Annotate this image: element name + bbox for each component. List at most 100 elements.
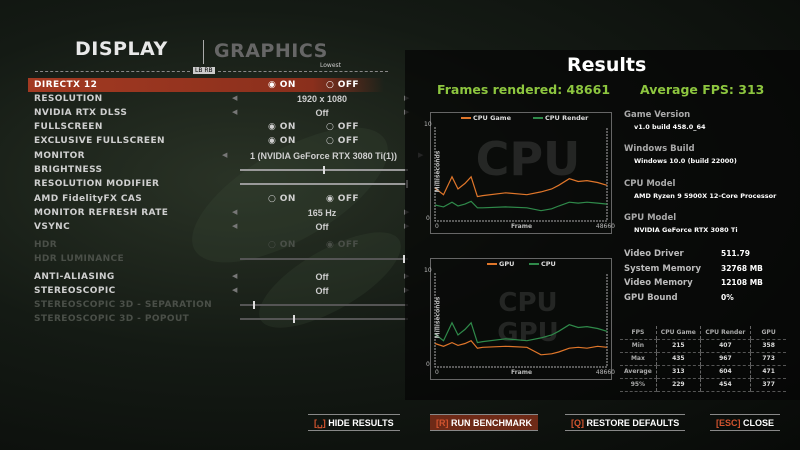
axis-label: Milliseconds (434, 150, 442, 193)
setting-label: RESOLUTION MODIFIER (34, 179, 160, 189)
axis-label: 0 (435, 223, 439, 230)
table-row: Min 215 407 358 (620, 339, 787, 353)
info-windows-build: Windows Build Windows 10.0 (build 22000) (624, 144, 737, 165)
setting-nvidia-rtx-dlss[interactable]: NVIDIA RTX DLSS◀Off▶ (28, 106, 409, 120)
radio-off[interactable]: ○ OFF (326, 122, 359, 132)
tab-graphics[interactable]: GRAPHICS (214, 40, 328, 62)
radio-on[interactable]: ○ ON (268, 240, 296, 250)
divider (218, 71, 388, 72)
info-value: Windows 10.0 (build 22000) (634, 157, 737, 165)
axis-label: 0 (426, 215, 430, 222)
stat-value: 0% (721, 292, 734, 302)
slider-handle[interactable] (323, 166, 325, 174)
table-cell: 313 (655, 365, 701, 379)
slider-handle[interactable] (402, 255, 405, 263)
setting-resolution[interactable]: RESOLUTION◀1920 x 1080▶ (28, 92, 409, 106)
chart-watermark: CPU (498, 288, 557, 318)
setting-vsync[interactable]: VSYNC◀Off▶ (28, 220, 409, 234)
stat-key: Video Driver (624, 249, 684, 259)
chart-0: CPU CPU Game CPU Render 10 0 0 48660 Frame Milli… (424, 112, 615, 234)
setting-label: MONITOR REFRESH RATE (34, 208, 169, 218)
setting-directx-12[interactable]: DIRECTX 12 ◉ ON ○ OFF (28, 78, 384, 92)
key-hint: [ESC] (716, 418, 741, 428)
arrow-left-icon[interactable]: ◀ (232, 222, 238, 230)
setting-resolution-modifier[interactable]: RESOLUTION MODIFIER (28, 177, 408, 191)
radio-selected-icon: ◉ (268, 136, 280, 146)
arrow-left-icon[interactable]: ◀ (232, 208, 238, 216)
legend-label: GPU (499, 260, 515, 268)
hide-results-button[interactable]: [␣] HIDE RESULTS (308, 414, 400, 431)
radio-off[interactable]: ◉ OFF (326, 194, 359, 204)
run-benchmark-button[interactable]: [R] RUN BENCHMARK (430, 414, 539, 431)
slider-track[interactable] (240, 315, 408, 323)
radio-selected-icon: ◉ (268, 80, 280, 90)
table-cell: 454 (699, 378, 751, 392)
table-cell: 377 (749, 378, 787, 392)
slider-track[interactable] (240, 166, 408, 174)
series-line-cpu (434, 321, 608, 344)
restore-defaults-button[interactable]: [Q] RESTORE DEFAULTS (565, 414, 686, 431)
setting-anti-aliasing[interactable]: ANTI-ALIASING◀Off▶ (28, 270, 409, 284)
slider-track[interactable] (240, 180, 408, 188)
radio-off[interactable]: ◉ OFF (326, 240, 359, 250)
series-line-cpu-game (434, 175, 608, 198)
stat-value: 12108 MB (721, 278, 763, 287)
arrow-left-icon[interactable]: ◀ (232, 108, 238, 116)
setting-exclusive-fullscreen[interactable]: EXCLUSIVE FULLSCREEN ◉ ON ○ OFF (28, 134, 384, 148)
setting-stereoscopic-3d-popout[interactable]: STEREOSCOPIC 3D - POPOUT (28, 312, 408, 326)
radio-on-label: ON (279, 122, 296, 132)
radio-empty-icon: ○ (268, 240, 280, 250)
axis-label: Milliseconds (434, 296, 442, 339)
slider-track[interactable] (240, 255, 408, 263)
slider-handle[interactable] (253, 301, 256, 309)
setting-hdr[interactable]: HDR ○ ON ◉ OFF (28, 238, 384, 252)
setting-monitor-refresh-rate[interactable]: MONITOR REFRESH RATE◀165 Hz▶ (28, 206, 409, 220)
info-key: GPU Model (624, 213, 677, 223)
stat-key: System Memory (624, 263, 702, 274)
radio-selected-icon: ◉ (326, 240, 338, 250)
chart-axes (434, 127, 608, 222)
radio-off-label: OFF (337, 80, 359, 90)
info-game-version: Game Version v1.0 build 458.0_64 (624, 110, 706, 131)
stat-value: 32768 MB (721, 263, 763, 273)
radio-off[interactable]: ○ OFF (326, 136, 359, 146)
tab-display[interactable]: DISPLAY (75, 38, 168, 60)
setting-label: EXCLUSIVE FULLSCREEN (34, 136, 165, 146)
axis-label: 0 (426, 361, 430, 368)
axis-label: 48660 (595, 369, 615, 376)
radio-on[interactable]: ◉ ON (268, 136, 296, 146)
legend-swatch (461, 117, 471, 119)
setting-monitor[interactable]: MONITOR ◀ 1 (NVIDIA GeForce RTX 3080 Ti(1)… (28, 149, 423, 163)
table-header-cell: GPU (749, 326, 787, 340)
series-line-gpu (434, 339, 608, 356)
button-label: RESTORE DEFAULTS (586, 418, 680, 428)
slider-track[interactable] (240, 301, 408, 309)
key-hint: [R] (436, 418, 449, 428)
stat-key: Video Memory (624, 278, 693, 288)
average-fps: Average FPS: 313 (640, 82, 765, 97)
radio-on[interactable]: ◉ ON (268, 80, 296, 90)
tab-divider (203, 40, 204, 64)
preset-label: Lowest (320, 62, 341, 69)
arrow-left-icon[interactable]: ◀ (232, 272, 238, 280)
arrow-left-icon[interactable]: ◀ (222, 151, 228, 159)
table-cell: 773 (749, 352, 787, 366)
arrow-left-icon[interactable]: ◀ (232, 286, 238, 294)
setting-stereoscopic[interactable]: STEREOSCOPIC◀Off▶ (28, 284, 409, 298)
table-cell: 358 (749, 339, 787, 353)
arrow-left-icon[interactable]: ◀ (232, 94, 238, 102)
setting-amd-fidelityfx-cas[interactable]: AMD FidelityFX CAS ○ ON ◉ OFF (28, 192, 384, 206)
setting-brightness[interactable]: BRIGHTNESS (28, 163, 408, 177)
radio-off[interactable]: ○ OFF (326, 80, 359, 90)
slider-handle[interactable] (293, 315, 296, 323)
info-gpu-model: GPU Model NVIDIA GeForce RTX 3080 Ti (624, 213, 738, 234)
radio-on[interactable]: ◉ ON (268, 122, 296, 132)
close-button[interactable]: [ESC] CLOSE (710, 414, 781, 431)
setting-stereoscopic-3d-separation[interactable]: STEREOSCOPIC 3D - SEPARATION (28, 298, 408, 312)
radio-off-label: OFF (337, 122, 359, 132)
setting-hdr-luminance[interactable]: HDR LUMINANCE (28, 252, 408, 266)
radio-on[interactable]: ○ ON (268, 194, 296, 204)
radio-off-label: OFF (337, 194, 359, 204)
setting-fullscreen[interactable]: FULLSCREEN ◉ ON ○ OFF (28, 120, 384, 134)
stat-key: GPU Bound (624, 292, 678, 303)
